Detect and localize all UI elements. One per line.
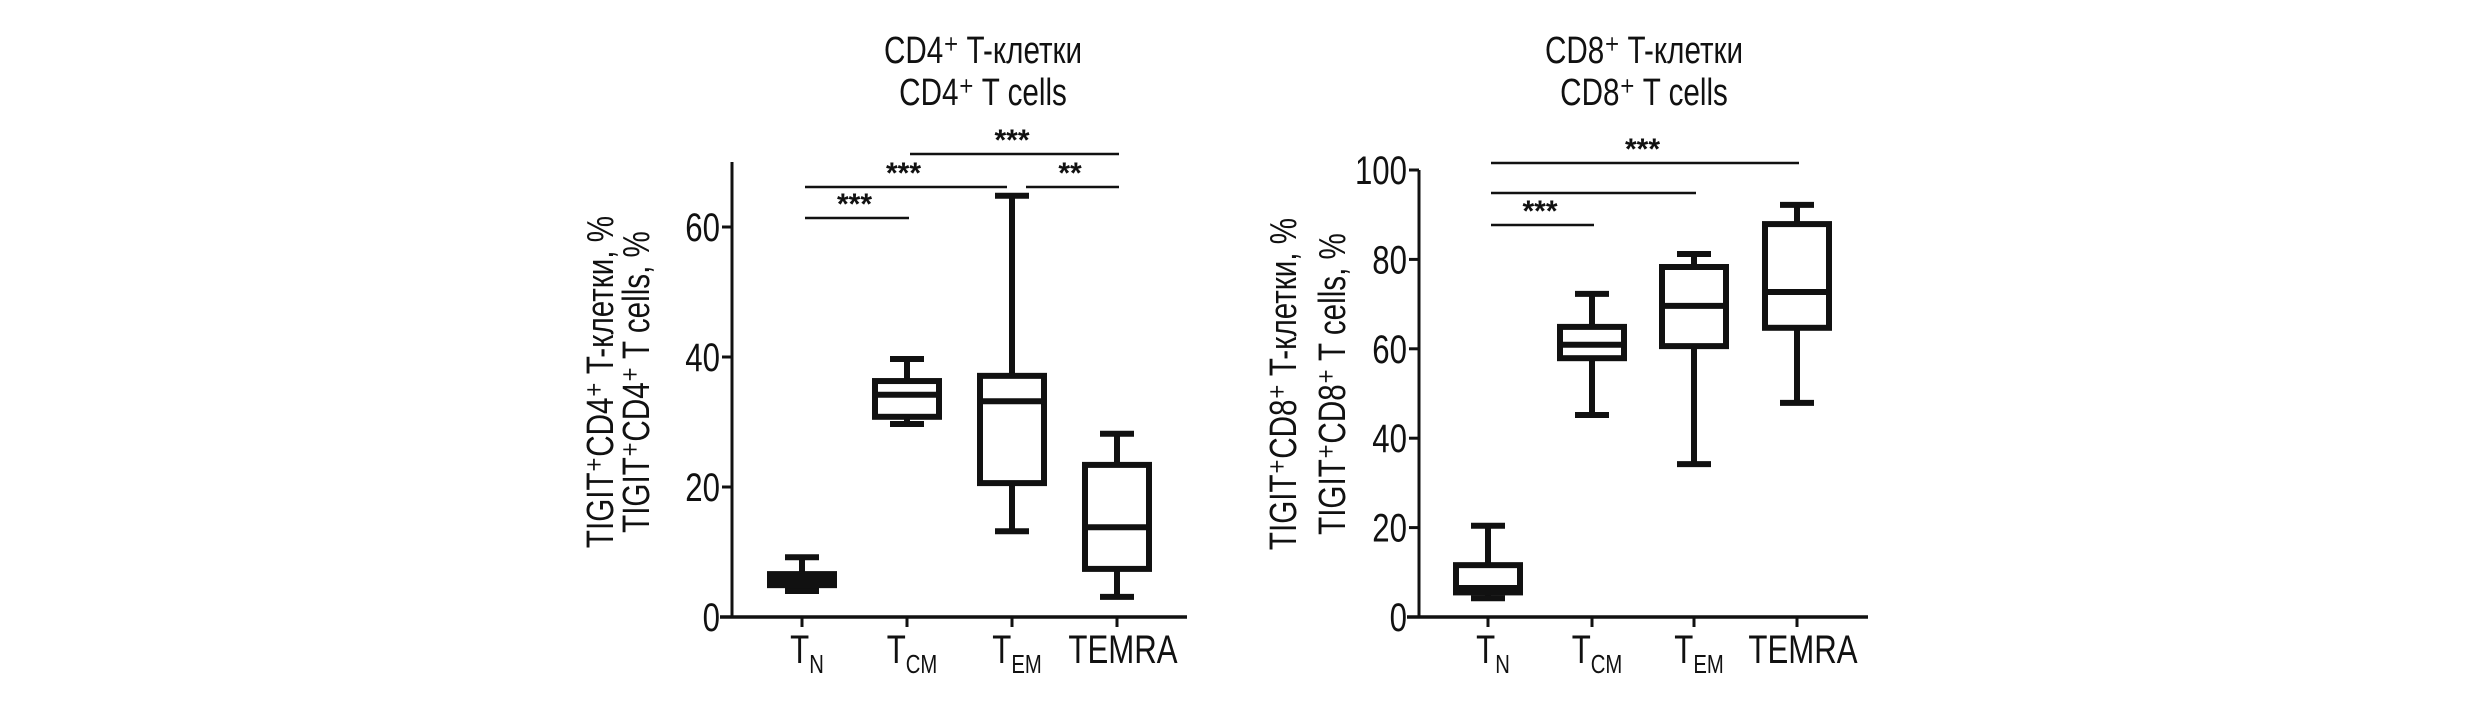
y-tick-label: 40 (1372, 417, 1407, 462)
y-tick-label: 60 (685, 205, 720, 250)
y-axis-label-line-2: TIGIT⁺CD8⁺ T cells, % (1312, 233, 1354, 535)
x-tick-label: TEM (992, 627, 1041, 678)
y-tick-label: 0 (1390, 595, 1407, 640)
x-tick-label: TEMRA (1068, 627, 1177, 672)
y-axis-label-line-1: TIGIT⁺CD8⁺ T-клетки, % (1263, 218, 1305, 550)
box-plot-2 (1659, 251, 1729, 468)
x-tick-label: TCM (887, 627, 938, 678)
x-tick-label: TN (1476, 627, 1510, 678)
chart-title-line-2: CD8⁺ T cells (1560, 72, 1728, 114)
cd4-chart-panel: CD4⁺ T-клетки CD4⁺ T cells TIGIT⁺CD4⁺ T-… (580, 30, 1187, 679)
y-tick-label: 0 (703, 595, 720, 640)
x-tick-label: TEMRA (1748, 627, 1857, 672)
y-tick-label: 40 (685, 335, 720, 380)
iqr-box (872, 378, 942, 420)
box-plot-0 (1453, 522, 1523, 602)
significance-label: *** (886, 157, 921, 190)
iqr-box (1082, 461, 1152, 572)
y-tick-label: 20 (685, 465, 720, 510)
chart-marks: 0 20 40 60 80 100 TN TCM TEM TEMRA *** *** (1355, 133, 1868, 679)
significance-label: *** (1625, 133, 1660, 166)
x-tick-label: TCM (1572, 627, 1623, 678)
box-plot-3 (1762, 201, 1832, 406)
chart-title-line-1: CD8⁺ T-клетки (1545, 30, 1743, 72)
y-axis-label-line-1: TIGIT⁺CD4⁺ T-клетки, % (580, 216, 622, 548)
significance-label: ** (1058, 157, 1082, 190)
box-plot-1 (872, 355, 942, 427)
significance-label: *** (837, 188, 872, 221)
cd8-chart-panel: CD8⁺ T-клетки CD8⁺ T cells TIGIT⁺CD8⁺ T-… (1263, 30, 1868, 679)
box-plot-1 (1557, 290, 1627, 418)
box-plot-2 (977, 192, 1047, 535)
box-plot-3 (1082, 430, 1152, 600)
iqr-box (1762, 221, 1832, 331)
x-tick-label: TN (790, 627, 824, 678)
significance-label: *** (1522, 195, 1557, 228)
chart-title-line-2: CD4⁺ T cells (899, 72, 1067, 114)
y-tick-label: 60 (1372, 327, 1407, 372)
chart-title-line-1: CD4⁺ T-клетки (884, 30, 1082, 72)
iqr-box (977, 372, 1047, 487)
y-tick-label: 100 (1355, 148, 1407, 193)
box-plot-0 (767, 554, 837, 594)
significance-label: *** (994, 124, 1029, 157)
x-tick-label: TEM (1674, 627, 1723, 678)
y-tick-label: 20 (1372, 506, 1407, 551)
y-axis-label-line-2: TIGIT⁺CD4⁺ T cells, % (616, 231, 658, 533)
y-tick-label: 80 (1372, 238, 1407, 283)
